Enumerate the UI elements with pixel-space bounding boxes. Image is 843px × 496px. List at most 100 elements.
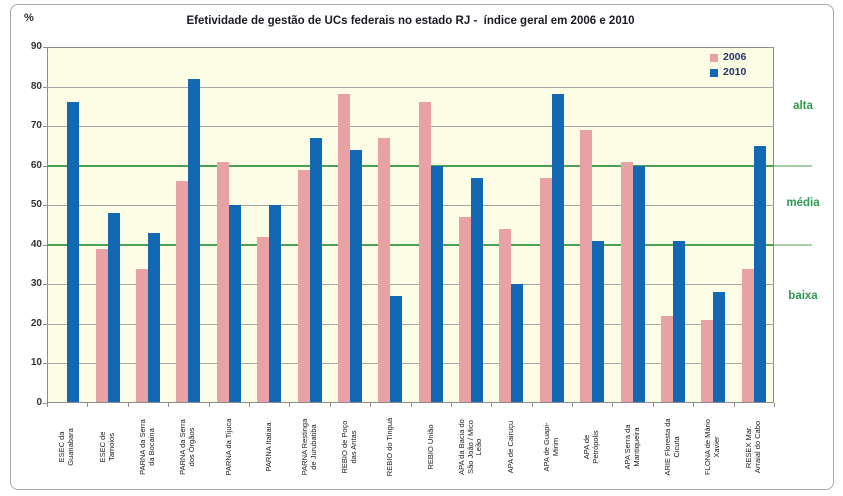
x-label-14: APA de Petrópolis: [582, 430, 601, 464]
x-tick-mark-5: [248, 403, 250, 407]
bar-2006-2: [95, 248, 108, 402]
legend: 2006 2010: [710, 52, 746, 78]
gridline-30: [47, 284, 774, 286]
x-label-17: FLONA de Mário Xavier: [703, 419, 722, 475]
gridline-10: [47, 363, 774, 365]
y-tick-mark-10: [43, 363, 47, 365]
bar-2006-8: [337, 94, 350, 402]
chart-title: Efetividade de gestão de UCs federais no…: [186, 15, 635, 27]
bar-2006-9: [378, 137, 391, 402]
bar-2006-6: [257, 236, 270, 402]
gridline-80: [47, 86, 774, 88]
bar-2006-5: [216, 161, 229, 402]
x-tick-mark-16: [693, 403, 695, 407]
y-tick-mark-40: [43, 244, 47, 246]
x-label-12: APA de Cairuçu: [506, 420, 516, 474]
y-tick-label-70: 70: [30, 120, 42, 132]
zone-label-média: média: [786, 197, 820, 210]
y-tick-label-60: 60: [30, 159, 42, 171]
y-tick-mark-0: [43, 403, 47, 404]
y-axis-unit-label: %: [24, 12, 34, 24]
legend-swatch-icon: [710, 53, 718, 62]
x-tick-mark-0: [47, 403, 48, 407]
x-tick-mark-17: [733, 403, 735, 407]
bar-2006-18: [741, 268, 754, 402]
x-tick-mark-14: [612, 403, 614, 407]
bar-2010-2: [107, 213, 120, 402]
x-tick-mark-6: [289, 403, 291, 407]
gridline-70: [47, 126, 774, 128]
bar-2010-12: [511, 284, 524, 402]
x-label-11: APA da Bacia do São João / Mico Leão: [456, 419, 484, 475]
x-tick-mark-4: [208, 403, 210, 407]
bar-2010-16: [673, 240, 686, 402]
bar-2006-16: [661, 315, 674, 402]
threshold-line-60: [47, 164, 774, 167]
legend-label: 2010: [723, 66, 747, 78]
bar-2006-14: [580, 130, 593, 402]
x-tick-mark-15: [652, 403, 654, 407]
bar-2010-3: [147, 232, 160, 402]
gridline-20: [47, 323, 774, 325]
bar-2010-8: [349, 149, 362, 402]
x-label-5: PARNA da Tijuca: [223, 418, 233, 476]
plot-area: [47, 47, 774, 403]
bar-2006-11: [459, 217, 472, 402]
x-label-13: APA de Guapi- Mirim: [542, 422, 560, 472]
threshold-line-ext-40: [774, 243, 812, 246]
bar-2006-12: [499, 228, 512, 402]
y-tick-label-80: 80: [30, 80, 42, 92]
x-tick-mark-10: [450, 403, 452, 407]
bar-2010-18: [753, 145, 766, 402]
x-tick-mark-13: [572, 403, 574, 407]
bar-2010-15: [632, 165, 645, 402]
bar-2010-7: [309, 137, 322, 402]
threshold-line-40: [47, 243, 774, 246]
x-label-4: PARNA da Serra dos Órgãos: [178, 419, 197, 475]
y-tick-mark-60: [43, 165, 47, 167]
x-label-9: REBIO do Tinguá: [384, 417, 394, 477]
bar-2006-13: [539, 177, 552, 402]
y-tick-mark-20: [43, 323, 47, 325]
bar-2010-6: [269, 205, 282, 402]
x-tick-mark-1: [87, 403, 89, 407]
bar-2006-10: [418, 102, 431, 402]
x-label-2: ESEC de Tamoios: [97, 431, 116, 463]
bar-2010-9: [390, 296, 403, 402]
gridline-50: [47, 205, 774, 207]
x-tick-mark-9: [410, 403, 412, 407]
zone-label-baixa: baixa: [788, 290, 818, 303]
y-tick-label-90: 90: [30, 41, 42, 52]
bar-2010-11: [471, 177, 484, 402]
x-label-10: REBIO União: [425, 424, 435, 470]
y-tick-label-20: 20: [30, 317, 42, 329]
x-tick-mark-2: [127, 403, 129, 407]
y-tick-label-30: 30: [30, 278, 42, 290]
y-tick-label-40: 40: [30, 238, 42, 250]
bar-2010-17: [713, 292, 726, 402]
y-tick-label-50: 50: [30, 199, 42, 211]
bar-2006-17: [701, 319, 714, 402]
x-label-16: ARIE Floresta da Cicuta: [663, 418, 682, 476]
legend-swatch-icon: [710, 68, 718, 77]
zone-label-alta: alta: [793, 100, 813, 113]
bar-2006-3: [135, 268, 148, 402]
x-label-3: PARNA da Serra da Bocaina: [138, 419, 156, 475]
bar-2006-4: [176, 181, 189, 402]
bar-2010-10: [430, 165, 443, 402]
bar-2010-1: [67, 102, 80, 402]
x-tick-mark-7: [329, 403, 331, 407]
legend-item-2006: 2006: [710, 52, 746, 63]
x-tick-mark-12: [531, 403, 533, 407]
x-tick-mark-11: [491, 403, 493, 407]
y-tick-mark-70: [43, 126, 47, 128]
bar-2010-5: [228, 205, 241, 402]
y-tick-mark-50: [43, 205, 47, 207]
bar-2010-4: [188, 78, 201, 402]
x-label-18: RESEX Mar. Arraial do Cabo: [743, 420, 762, 474]
x-label-8: REBIO de Poço das Antas: [340, 420, 358, 474]
y-tick-mark-90: [43, 47, 47, 48]
y-tick-label-0: 0: [36, 397, 42, 408]
y-tick-label-10: 10: [30, 357, 42, 369]
